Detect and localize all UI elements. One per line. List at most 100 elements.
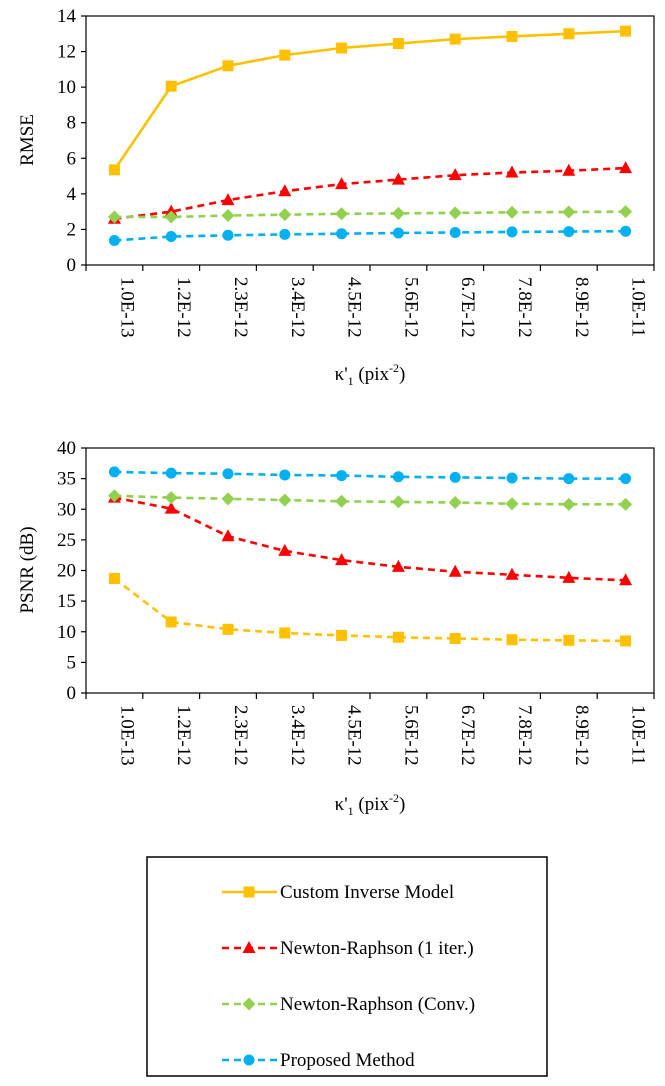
data-point	[221, 209, 235, 223]
series-line	[113, 577, 626, 643]
data-point	[620, 25, 632, 37]
series-newton-raphson-1-iter	[107, 490, 633, 586]
y-tick-label: 2	[67, 219, 77, 240]
series-newton-raphson-1-iter	[107, 161, 633, 224]
rmse-y-tick-labels: 0 2 4 6 8 10 12 14	[57, 6, 77, 276]
rmse-x-label-unit: (pix	[354, 364, 390, 385]
psnr-x-axis-label: κ'1 (pix-2)	[335, 791, 406, 818]
series-line	[114, 470, 626, 480]
data-point	[562, 205, 576, 219]
y-tick-label: 5	[67, 652, 77, 673]
data-point	[221, 492, 235, 506]
legend-marker	[243, 1054, 255, 1066]
data-point	[165, 467, 177, 479]
x-tick-label: 4.5E-12	[344, 277, 365, 338]
x-tick-label: 4.5E-12	[344, 705, 365, 766]
series-line	[113, 29, 626, 171]
data-point	[506, 472, 518, 484]
data-point	[506, 30, 518, 42]
rmse-axes	[81, 15, 655, 271]
data-point	[392, 471, 404, 483]
x-tick-label: 1.0E-13	[116, 705, 137, 766]
legend-item: Newton-Raphson (1 iter.)	[222, 938, 474, 959]
data-point	[107, 489, 121, 503]
psnr-x-label-sub: 1	[348, 804, 354, 818]
data-point	[278, 543, 292, 556]
legend-marker	[242, 941, 256, 953]
data-point	[619, 573, 633, 586]
data-point	[279, 627, 291, 639]
legend-marker	[243, 886, 255, 898]
data-point	[505, 205, 519, 219]
data-point	[165, 616, 177, 628]
y-tick-label: 8	[67, 113, 77, 134]
data-point	[563, 226, 575, 238]
x-tick-label: 3.4E-12	[287, 705, 308, 766]
rmse-x-label-sup: -2	[389, 361, 399, 375]
y-tick-label: 0	[67, 255, 77, 276]
data-point	[278, 208, 292, 222]
data-point	[448, 206, 462, 220]
data-point	[222, 229, 234, 241]
data-point	[449, 33, 461, 45]
series-line	[114, 210, 626, 219]
y-tick-label: 10	[57, 77, 76, 98]
data-point	[391, 206, 405, 220]
y-tick-label: 30	[57, 499, 76, 520]
data-point	[164, 491, 178, 505]
legend-box	[146, 856, 548, 1077]
data-point	[562, 163, 576, 176]
y-tick-label: 0	[67, 683, 77, 704]
data-point	[505, 165, 519, 178]
psnr-y-tick-labels: 0 5 10 15 20 25 30 35 40	[57, 438, 76, 704]
data-point	[392, 227, 404, 239]
psnr-x-label-close: )	[399, 794, 405, 815]
data-point	[620, 473, 632, 485]
rmse-x-label-close: )	[399, 364, 405, 385]
data-point	[336, 228, 348, 240]
y-tick-label: 40	[57, 438, 76, 459]
x-tick-label: 7.8E-12	[514, 705, 535, 766]
data-point	[448, 168, 462, 181]
data-point	[391, 559, 405, 572]
data-point	[165, 231, 177, 243]
series-custom-inverse-model	[108, 572, 632, 647]
data-point	[335, 553, 349, 566]
data-point	[562, 497, 576, 511]
data-point	[562, 570, 576, 583]
y-tick-label: 20	[57, 561, 76, 582]
data-point	[506, 634, 518, 646]
data-point	[391, 172, 405, 185]
legend-item: Proposed Method	[222, 1050, 415, 1071]
data-point	[563, 634, 575, 646]
data-point	[336, 470, 348, 482]
data-point	[164, 210, 178, 224]
data-point	[221, 193, 235, 206]
series-proposed-method	[108, 466, 632, 485]
data-point	[108, 234, 120, 246]
x-tick-label: 2.3E-12	[230, 277, 251, 338]
data-point	[448, 496, 462, 510]
data-point	[222, 623, 234, 635]
x-tick-label: 5.6E-12	[400, 705, 421, 766]
psnr-chart: 0 5 10 15 20 25 30 35 40 1.0E-13 1.2E-12 2.3E-12 3.…	[17, 438, 655, 818]
legend-item: Custom Inverse Model	[222, 882, 454, 903]
series-line	[114, 229, 626, 242]
legend: Custom Inverse Model Newton-Raphson (1 it…	[146, 856, 548, 1077]
y-tick-label: 14	[57, 6, 77, 27]
data-point	[222, 60, 234, 72]
series-line	[114, 494, 626, 506]
legend-item: Newton-Raphson (Conv.)	[222, 994, 475, 1015]
psnr-x-label-unit: (pix	[354, 794, 390, 815]
y-tick-label: 35	[57, 469, 76, 490]
data-point	[336, 42, 348, 54]
x-tick-label: 2.3E-12	[230, 705, 251, 766]
data-point	[107, 210, 121, 224]
psnr-x-tick-labels: 1.0E-13 1.2E-12 2.3E-12 3.4E-12 4.5E-12 5.6E-…	[116, 705, 648, 766]
data-point	[108, 466, 120, 478]
x-tick-label: 1.0E-11	[628, 277, 649, 337]
rmse-x-axis-label: κ'1 (pix-2)	[335, 361, 406, 388]
psnr-axes	[81, 447, 655, 699]
psnr-x-label-kappa: κ'	[335, 794, 348, 815]
x-tick-label: 6.7E-12	[457, 705, 478, 766]
